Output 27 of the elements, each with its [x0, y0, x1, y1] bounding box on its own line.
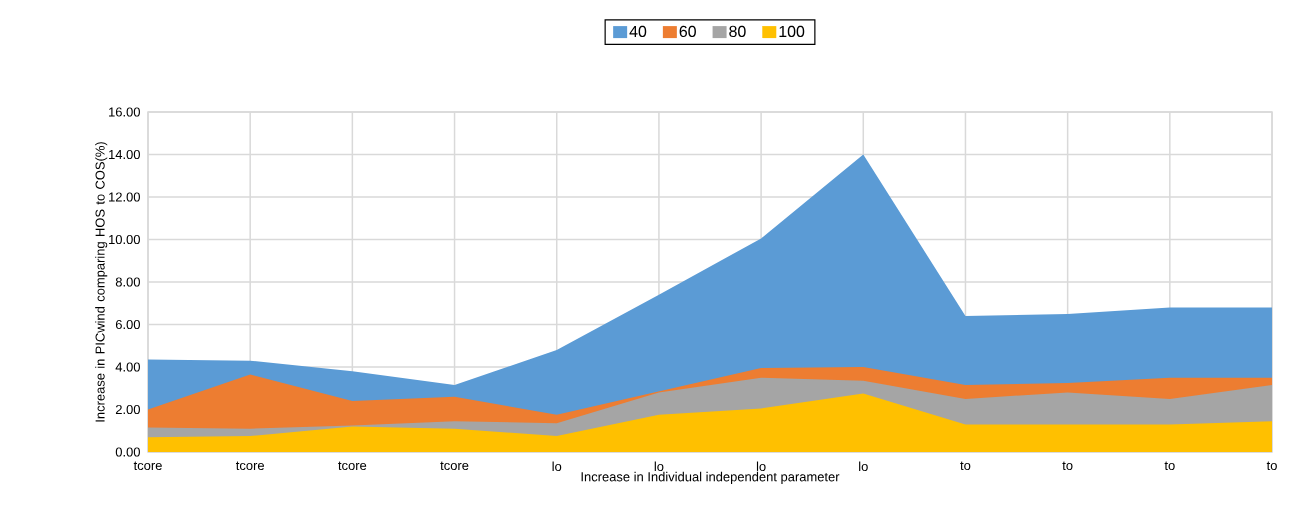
y-tick-label: 8.00: [115, 277, 140, 287]
legend-label: 100: [779, 25, 805, 38]
x-tick-label: to: [1164, 461, 1175, 471]
y-tick-label: 6.00: [115, 319, 140, 330]
y-tick-label: 12.00: [109, 192, 140, 202]
x-tick-label: tcore: [235, 461, 264, 471]
y-tick-label: 10.00: [109, 234, 140, 245]
x-tick-label: to: [1266, 461, 1277, 471]
x-tick-label: tcore: [440, 461, 469, 471]
x-axis-title: Increase in Individual independent parameter: [581, 471, 840, 484]
x-tick-label: to: [1062, 461, 1073, 471]
x-tick-label: tcore: [133, 461, 162, 471]
x-tick-label: lo: [552, 461, 562, 472]
legend-label: 60: [679, 25, 696, 38]
legend-label: 40: [629, 25, 647, 38]
x-tick-label: lo: [859, 461, 868, 472]
y-tick-label: 14.00: [109, 149, 140, 160]
x-tick-label: to: [960, 461, 971, 471]
y-tick-label: 4.00: [115, 362, 140, 372]
x-tick-label: lo: [654, 461, 664, 472]
y-tick-label: 16.00: [109, 107, 140, 117]
x-tick-label: lo: [756, 461, 766, 472]
x-tick-label: tcore: [338, 461, 367, 471]
y-axis-title: Increase in PICwind comparing HOS to COS(%): [95, 142, 108, 422]
y-tick-label: 2.00: [115, 404, 140, 415]
legend-label: 80: [729, 25, 746, 38]
y-tick-label: 0.00: [115, 447, 140, 457]
